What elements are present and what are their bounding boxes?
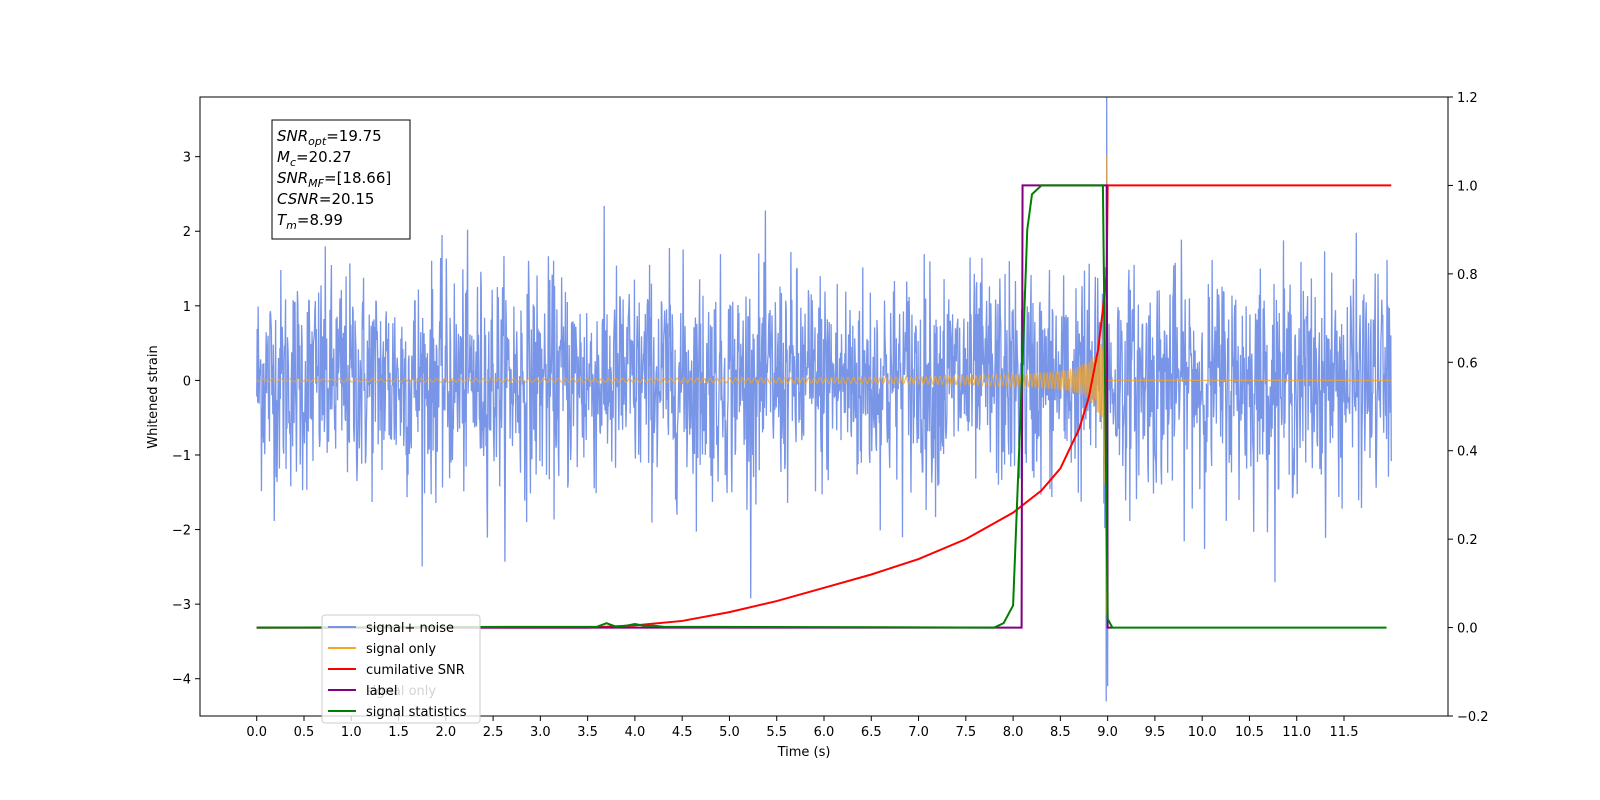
info-box-line: CSNR=20.15 [277,190,374,208]
x-tick-label: 4.0 [625,725,646,740]
x-tick-label: 11.0 [1282,725,1311,740]
info-box-line: SNRopt=19.75 [277,127,382,148]
x-tick-label: 7.0 [908,725,929,740]
y-right-tick-label: 1.0 [1457,179,1478,194]
x-tick-label: 8.5 [1050,725,1071,740]
x-tick-label: 1.0 [341,725,362,740]
series-line-cumulative-snr [256,184,1392,629]
y-right-tick-label: 1.2 [1457,91,1478,106]
x-tick-label: 4.5 [672,725,693,740]
x-tick-label: 3.5 [577,725,598,740]
x-axis-label: Time (s) [777,745,831,760]
legend-label: cumilative SNR [366,663,465,678]
y-left-tick-label: 0 [183,374,191,389]
series-group [256,97,1392,702]
legend-ghost-label: signal only [366,684,436,699]
x-tick-label: 7.5 [955,725,976,740]
series-line-signal-noise [256,97,1392,702]
x-tick-label: 0.0 [246,725,267,740]
y-left-tick-label: 3 [183,151,191,166]
x-tick-label: 6.5 [861,725,882,740]
plot-area [256,97,1392,702]
x-tick-label: 1.5 [388,725,409,740]
x-tick-label: 9.0 [1097,725,1118,740]
y-right-tick-label: 0.0 [1457,622,1478,637]
info-box-frame [271,119,411,240]
x-tick-label: 9.5 [1145,725,1166,740]
y-left-tick-label: 1 [183,300,191,315]
x-tick-label: 2.5 [483,725,504,740]
x-tick-label: 5.0 [719,725,740,740]
series-line-signal-only [256,154,1392,615]
info-box-line: SNRMF=[18.66] [277,169,391,190]
y-right-tick-label: 0.8 [1457,268,1478,283]
y-axis-label: Whitened strain [146,345,161,448]
y-right-tick-label: 0.6 [1457,356,1478,371]
y-left-tick-label: −4 [172,673,191,688]
x-tick-label: 11.5 [1330,725,1359,740]
x-tick-label: 10.0 [1188,725,1217,740]
y-left-tick-label: −3 [172,598,191,613]
y-left-tick-label: −1 [172,449,191,464]
y-left-tick-label: 2 [183,225,191,240]
x-tick-label: 5.5 [766,725,787,740]
x-tick-label: 0.5 [294,725,315,740]
legend-label: signal statistics [366,705,467,720]
x-tick-label: 10.5 [1235,725,1264,740]
axes-layer: 0.0 0.5 1.0 1.5 2.0 2.5 3.0 3.5 4.0 4.5 5.0 5.5 6.0 6… [172,91,1489,740]
x-tick-label: 6.0 [814,725,835,740]
legend-label: signal+ noise [366,621,454,636]
info-box: SNRopt=19.75Mc=20.27SNRMF=[18.66]CSNR=20… [271,119,411,240]
info-box-line: Mc=20.27 [277,148,352,169]
y-right-tick-label: 0.2 [1457,533,1478,548]
y-right-tick-label: −0.2 [1457,710,1489,725]
legend-frame [321,614,481,724]
x-tick-label: 3.0 [530,725,551,740]
y-left-tick-label: −2 [172,524,191,539]
series-line-signal-statistics [256,184,1387,629]
x-tick-label: 8.0 [1003,725,1024,740]
y-right-tick-label: 0.4 [1457,445,1478,460]
x-tick-label: 2.0 [435,725,456,740]
legend: signal+ noise signal only cumilative SNR la… [321,614,481,724]
legend-label: label [366,684,397,699]
info-box-line: Tm=8.99 [277,211,343,232]
legend-label: signal only [366,642,436,657]
